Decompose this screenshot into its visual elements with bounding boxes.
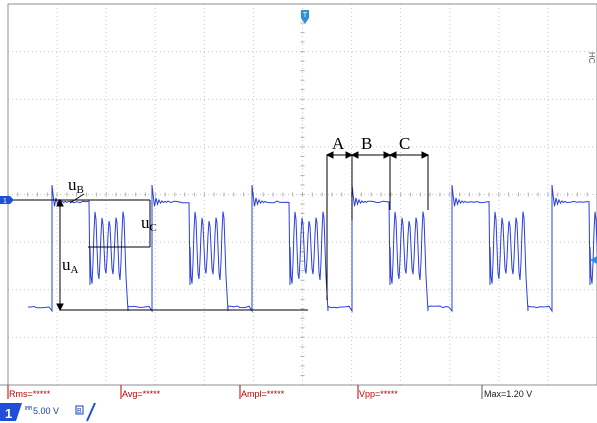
dc-coupling-icon: [25, 407, 32, 409]
ampl-measurement[interactable]: Ampl=*****: [240, 385, 285, 399]
label-uB: uB: [68, 175, 84, 196]
svg-text:B: B: [77, 408, 82, 415]
max-measurement[interactable]: Max=1.20 V: [482, 385, 532, 399]
svg-text:T: T: [303, 12, 308, 19]
svg-text:1: 1: [3, 198, 7, 205]
uA-arrow-head-bottom: [57, 304, 63, 310]
label-interval-A: A: [332, 134, 345, 153]
channel-number: 1: [5, 406, 12, 421]
measurement-bar: Rms=***** Avg=***** Ampl=***** Vpp=*****…: [0, 385, 597, 399]
svg-text:Ampl=*****: Ampl=*****: [241, 389, 285, 399]
channel-1-info[interactable]: 1 5.00 V B: [0, 403, 95, 421]
label-interval-C: C: [399, 134, 410, 153]
graticule-grid: [8, 4, 597, 385]
label-uA: uA: [62, 255, 79, 276]
svg-text:Vpp=*****: Vpp=*****: [359, 389, 398, 399]
vpp-measurement[interactable]: Vpp=*****: [358, 385, 398, 399]
channel-scale: 5.00 V: [33, 406, 59, 416]
trigger-position-marker-icon[interactable]: T: [301, 10, 309, 24]
svg-text:Rms=*****: Rms=*****: [9, 389, 51, 399]
side-label: HC: [587, 52, 596, 64]
label-interval-B: B: [361, 134, 372, 153]
svg-text:Avg=*****: Avg=*****: [122, 389, 161, 399]
rms-measurement[interactable]: Rms=*****: [8, 385, 51, 399]
bandwidth-limit-icon: B: [76, 406, 83, 415]
channel-1-waveform: [28, 185, 597, 311]
channel-ground-marker-icon[interactable]: 1: [0, 196, 14, 205]
avg-measurement[interactable]: Avg=*****: [121, 385, 161, 399]
label-uC: uC: [141, 213, 157, 234]
svg-text:Max=1.20 V: Max=1.20 V: [484, 389, 532, 399]
